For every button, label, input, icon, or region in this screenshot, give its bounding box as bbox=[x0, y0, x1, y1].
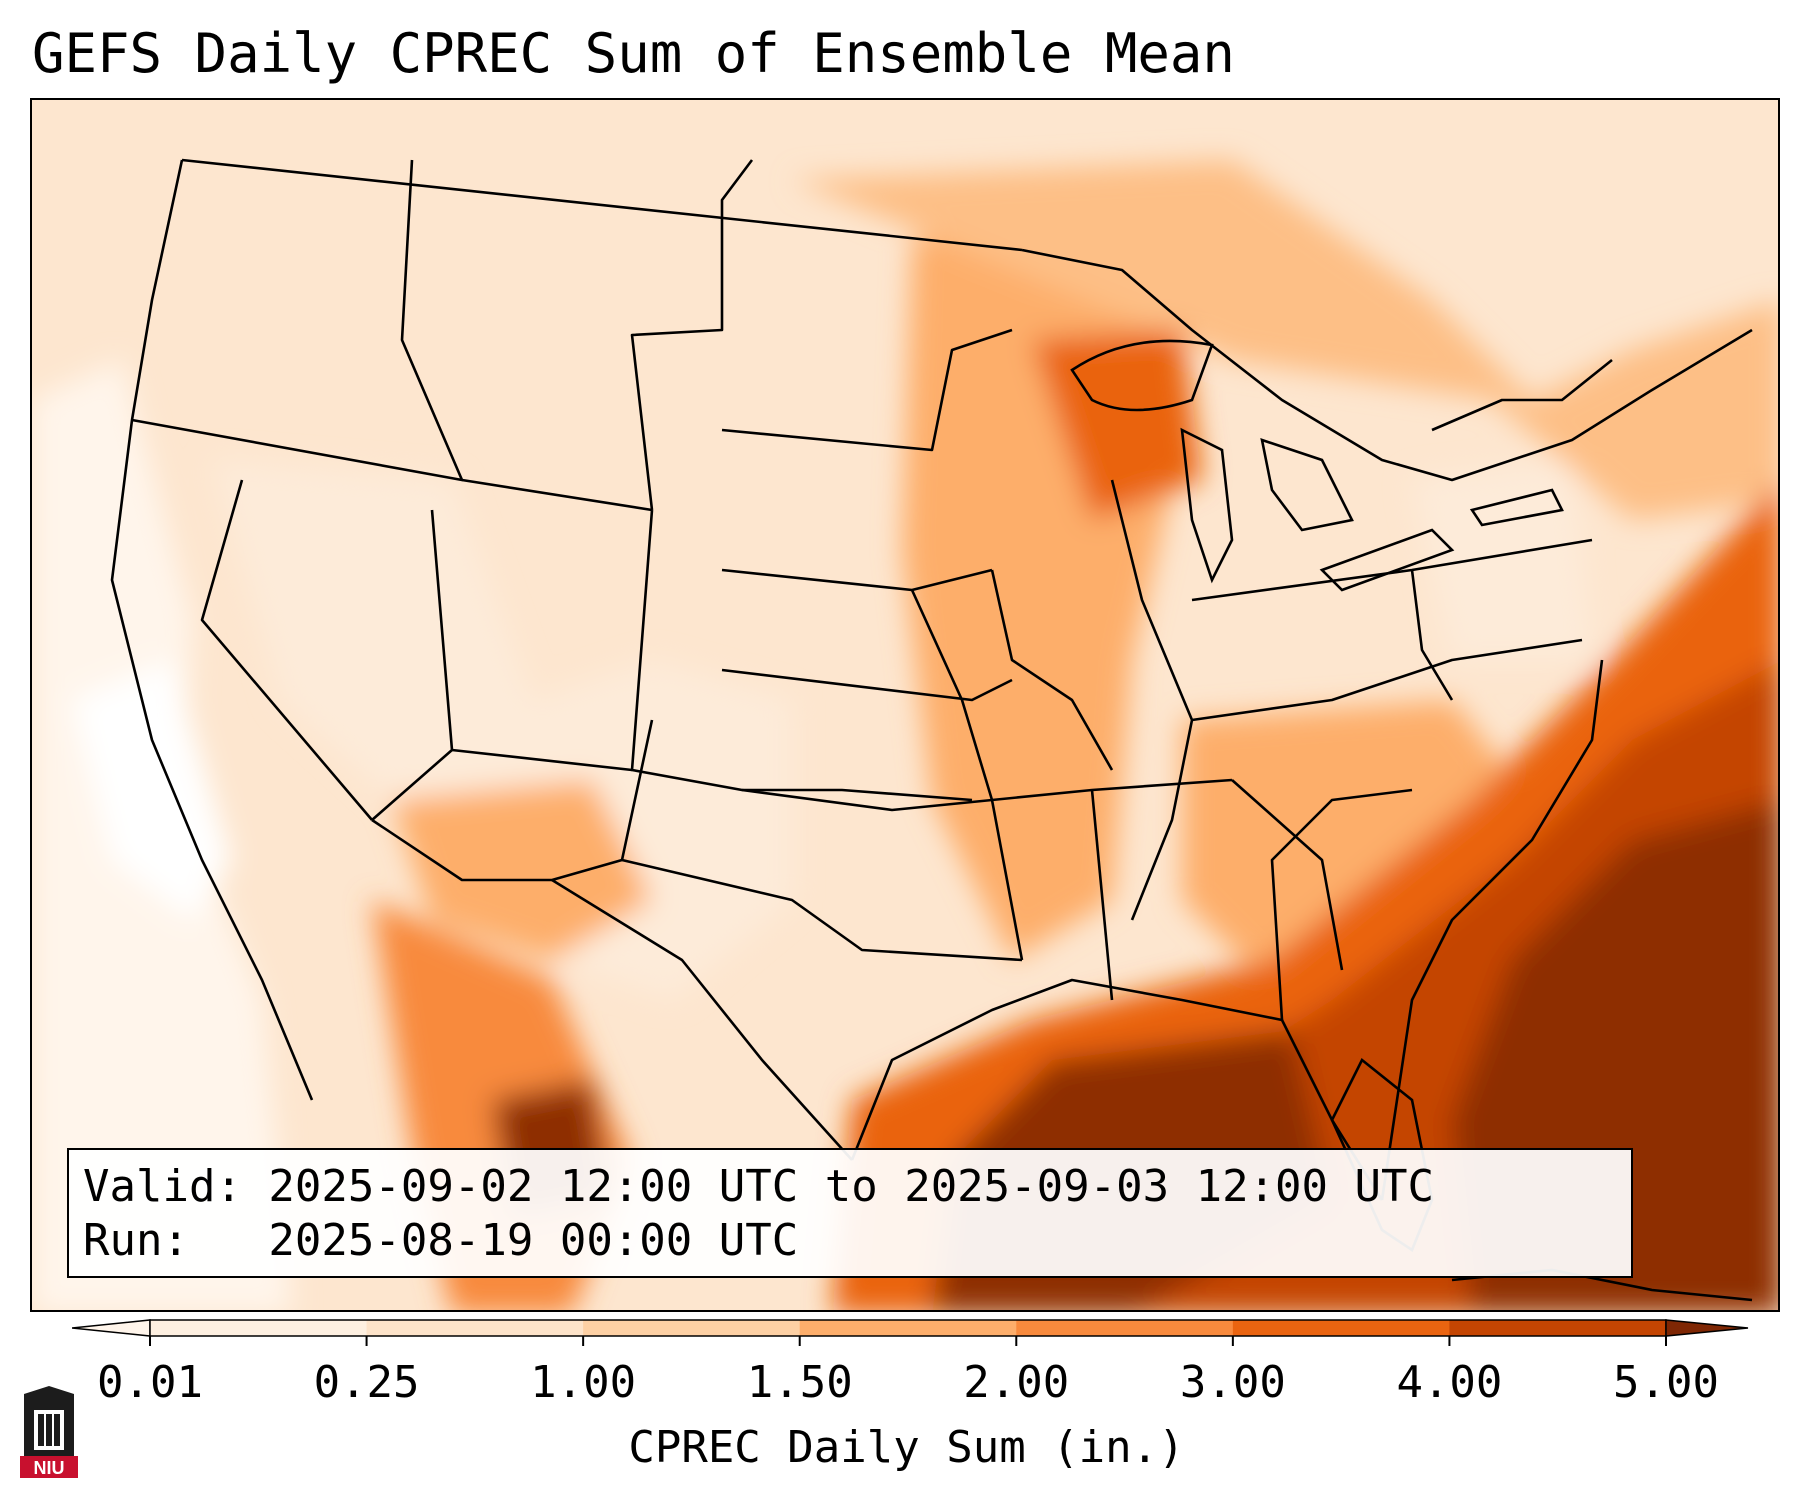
colorbar-tick-label: 4.00 bbox=[1396, 1357, 1503, 1408]
colorbar-tick-label: 1.50 bbox=[746, 1357, 853, 1408]
run-time-line: Run: 2025-08-19 00:00 UTC bbox=[83, 1215, 799, 1266]
colorbar-tick-label: 0.01 bbox=[97, 1357, 203, 1408]
lake-michigan bbox=[1180, 427, 1234, 584]
boundary-lines bbox=[110, 158, 1753, 1201]
niu-logo: NIU bbox=[20, 1386, 78, 1478]
colorbar-tick-label: 0.25 bbox=[313, 1357, 420, 1408]
lake-erie bbox=[1319, 528, 1455, 592]
lake-ontario bbox=[1469, 488, 1564, 527]
colorbar-segment bbox=[150, 1320, 368, 1336]
colorbar-tick-label: 3.00 bbox=[1179, 1357, 1286, 1408]
colorbar-label: CPREC Daily Sum (in.) bbox=[628, 1422, 1185, 1473]
colorbar-segment bbox=[1016, 1320, 1234, 1336]
colorbar-tick-label: 2.00 bbox=[963, 1357, 1070, 1408]
chart-title: GEFS Daily CPREC Sum of Ensemble Mean bbox=[32, 22, 1235, 85]
run-info-box: Valid: 2025-09-02 12:00 UTC to 2025-09-0… bbox=[67, 1148, 1633, 1278]
colorbar-under-arrow bbox=[72, 1319, 151, 1337]
colorbar-segment bbox=[366, 1320, 584, 1336]
us-canada-border bbox=[181, 158, 1023, 252]
map-canvas bbox=[32, 100, 1778, 1310]
logo-text: NIU bbox=[34, 1458, 65, 1478]
colorbar-tick-label: 1.00 bbox=[530, 1357, 637, 1408]
colorbar-segment bbox=[1449, 1320, 1667, 1336]
lake-huron bbox=[1260, 438, 1354, 532]
colorbar bbox=[72, 1319, 1749, 1346]
lake-superior bbox=[1070, 339, 1214, 412]
precipitation-map bbox=[30, 98, 1780, 1312]
colorbar-over-arrow bbox=[1665, 1319, 1749, 1337]
colorbar-tick-label: 5.00 bbox=[1613, 1357, 1719, 1408]
colorbar-segment bbox=[799, 1320, 1017, 1336]
valid-time-line: Valid: 2025-09-02 12:00 UTC to 2025-09-0… bbox=[83, 1161, 1435, 1212]
great-lakes bbox=[1070, 339, 1564, 592]
colorbar-segment bbox=[583, 1320, 801, 1336]
colorbar-segment bbox=[1232, 1320, 1450, 1336]
